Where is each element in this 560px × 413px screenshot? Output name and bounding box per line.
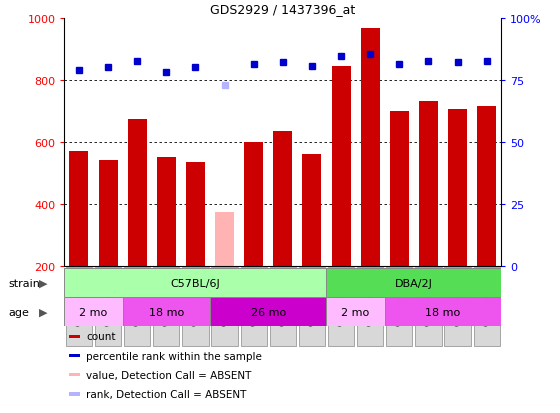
Text: GSM152270: GSM152270 — [482, 271, 491, 325]
Bar — [64, 297, 123, 326]
FancyBboxPatch shape — [474, 267, 500, 346]
Bar — [302, 155, 321, 266]
Text: 18 mo: 18 mo — [426, 307, 460, 317]
Text: ▶: ▶ — [39, 278, 48, 288]
Text: 26 mo: 26 mo — [251, 307, 286, 317]
Bar — [390, 112, 409, 266]
Bar — [186, 163, 205, 266]
Bar — [332, 66, 351, 266]
Bar — [69, 354, 80, 358]
Bar — [448, 110, 467, 266]
Text: GSM152266: GSM152266 — [366, 271, 375, 325]
Text: GSM152267: GSM152267 — [395, 271, 404, 325]
Text: GSM152264: GSM152264 — [307, 271, 316, 325]
Bar — [215, 212, 234, 266]
Text: count: count — [86, 332, 116, 342]
Text: GSM152265: GSM152265 — [337, 271, 346, 325]
FancyBboxPatch shape — [95, 267, 121, 346]
Bar — [128, 119, 147, 266]
FancyBboxPatch shape — [357, 267, 383, 346]
Text: GSM152258: GSM152258 — [133, 271, 142, 325]
Text: GSM152256: GSM152256 — [74, 271, 83, 325]
Text: value, Detection Call = ABSENT: value, Detection Call = ABSENT — [86, 370, 251, 380]
FancyBboxPatch shape — [328, 267, 354, 346]
FancyBboxPatch shape — [183, 267, 208, 346]
Bar — [69, 335, 80, 338]
Bar — [419, 102, 438, 266]
Bar — [244, 142, 263, 266]
Bar — [69, 392, 80, 396]
Text: DBA/2J: DBA/2J — [395, 278, 433, 288]
Bar — [326, 297, 385, 326]
Bar — [64, 268, 326, 297]
Text: GSM152261: GSM152261 — [220, 271, 229, 325]
Bar — [69, 152, 88, 266]
Text: GSM152257: GSM152257 — [104, 271, 113, 325]
Text: age: age — [8, 307, 29, 317]
FancyBboxPatch shape — [66, 267, 92, 346]
Bar — [123, 297, 210, 326]
Text: percentile rank within the sample: percentile rank within the sample — [86, 351, 262, 361]
FancyBboxPatch shape — [386, 267, 412, 346]
Bar — [273, 132, 292, 266]
Title: GDS2929 / 1437396_at: GDS2929 / 1437396_at — [210, 3, 356, 16]
Text: 2 mo: 2 mo — [80, 307, 108, 317]
Bar — [326, 268, 501, 297]
Text: GSM152269: GSM152269 — [453, 271, 462, 325]
FancyBboxPatch shape — [445, 267, 470, 346]
FancyBboxPatch shape — [241, 267, 267, 346]
FancyBboxPatch shape — [124, 267, 150, 346]
FancyBboxPatch shape — [212, 267, 237, 346]
Bar — [69, 373, 80, 377]
Bar — [210, 297, 326, 326]
FancyBboxPatch shape — [153, 267, 179, 346]
Bar — [157, 158, 176, 266]
Text: GSM152268: GSM152268 — [424, 271, 433, 325]
FancyBboxPatch shape — [416, 267, 441, 346]
Bar — [99, 161, 118, 266]
Text: GSM152259: GSM152259 — [162, 271, 171, 325]
Text: strain: strain — [8, 278, 40, 288]
Bar — [477, 107, 496, 266]
Text: rank, Detection Call = ABSENT: rank, Detection Call = ABSENT — [86, 389, 246, 399]
Text: 2 mo: 2 mo — [342, 307, 370, 317]
Text: C57BL/6J: C57BL/6J — [171, 278, 220, 288]
Text: GSM152263: GSM152263 — [278, 271, 287, 325]
Bar — [361, 29, 380, 266]
Text: 18 mo: 18 mo — [149, 307, 184, 317]
FancyBboxPatch shape — [299, 267, 325, 346]
Text: ▶: ▶ — [39, 307, 48, 317]
Text: GSM152262: GSM152262 — [249, 271, 258, 325]
Bar — [385, 297, 501, 326]
FancyBboxPatch shape — [270, 267, 296, 346]
Text: GSM152260: GSM152260 — [191, 271, 200, 325]
